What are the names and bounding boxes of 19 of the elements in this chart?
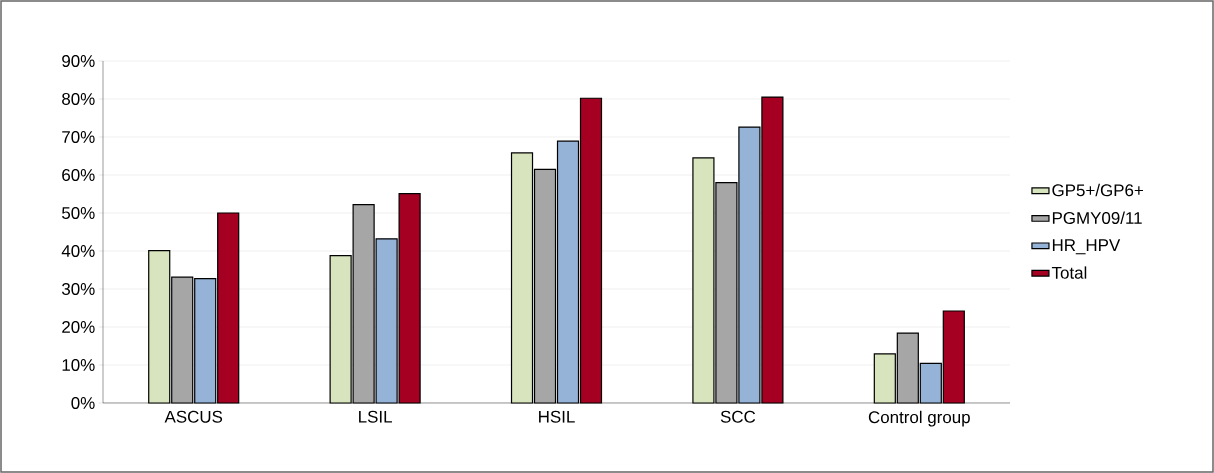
legend-label: Total xyxy=(1051,266,1087,279)
y-tick-label: 90% xyxy=(62,54,95,67)
legend-label: GP5+/GP6+ xyxy=(1052,183,1143,197)
y-tick-label: 70% xyxy=(62,130,95,143)
y-tick-label: 20% xyxy=(62,320,95,333)
x-tick-label: HSIL xyxy=(539,410,575,423)
legend-label: PGMY09/11 xyxy=(1052,211,1142,224)
y-tick-label: 30% xyxy=(61,282,95,295)
x-tick-label: Control group xyxy=(868,410,970,427)
y-tick-label: 50% xyxy=(62,206,95,219)
x-tick-label: ASCUS xyxy=(164,410,223,423)
x-tick-label: LSIL xyxy=(359,410,392,423)
legend-label: HR_HPV xyxy=(1052,239,1121,255)
y-tick-label: 10% xyxy=(62,358,95,371)
y-tick-label: 40% xyxy=(61,244,95,257)
y-tick-label: 80% xyxy=(62,92,95,105)
y-tick-label: 0% xyxy=(71,396,95,409)
y-tick-label: 60% xyxy=(62,168,95,181)
x-tick-label: SCC xyxy=(720,410,756,423)
